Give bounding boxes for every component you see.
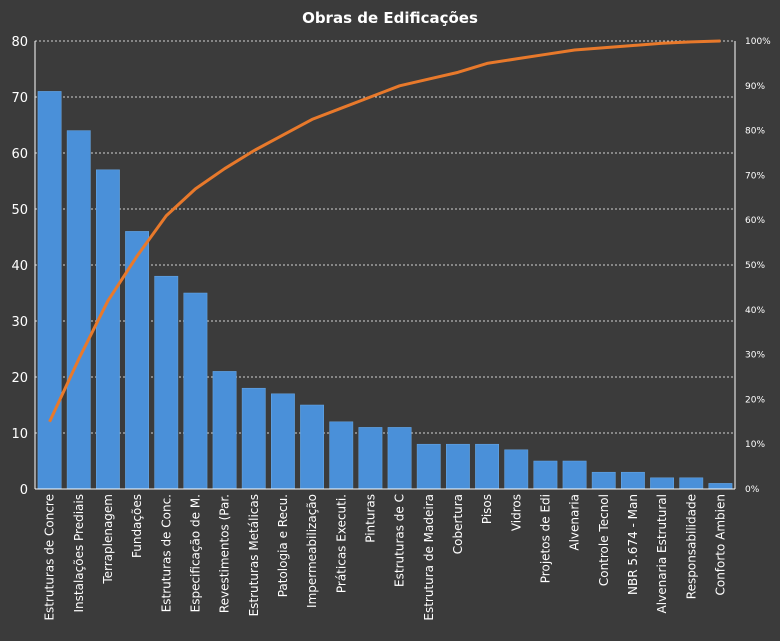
category-label: Estruturas de C — [393, 494, 407, 587]
bar — [66, 130, 91, 490]
bar — [533, 460, 558, 490]
category-label: Impermeabilização — [305, 494, 319, 608]
left-tick-label: 10 — [11, 427, 28, 442]
category-label: Responsabilidade — [684, 494, 698, 599]
right-tick-label: 70% — [745, 171, 765, 181]
right-tick-label: 50% — [745, 261, 765, 271]
cumulative-line-series — [48, 39, 721, 423]
category-label: Estruturas de Conc. — [159, 494, 173, 612]
bar — [591, 471, 616, 490]
left-axis-ticks: 0 10 20 30 40 50 60 70 80 — [11, 35, 28, 498]
bar — [504, 449, 529, 490]
axes — [34, 41, 736, 490]
right-tick-label: 40% — [745, 306, 765, 316]
category-label: Alvenaria — [568, 494, 582, 551]
bar — [679, 477, 704, 490]
bar — [183, 292, 208, 490]
bar — [329, 421, 354, 490]
category-label: Projetos de Edi — [538, 494, 552, 583]
bar — [562, 460, 587, 490]
bar — [96, 169, 120, 490]
bar — [271, 393, 295, 490]
bar — [416, 443, 441, 490]
bar — [475, 443, 499, 490]
category-label: Pinturas — [363, 494, 377, 543]
category-label: Fundações — [130, 494, 144, 558]
bar — [212, 371, 237, 490]
category-label: Instalações Prediais — [72, 494, 86, 613]
right-tick-label: 30% — [745, 351, 765, 361]
right-tick-label: 0% — [745, 485, 760, 495]
right-tick-label: 60% — [745, 216, 765, 226]
bar — [621, 471, 645, 490]
category-label: Cobertura — [451, 494, 465, 554]
category-label: Práticas Executi. — [334, 494, 348, 593]
left-tick-label: 70 — [11, 91, 28, 106]
category-label: Estrutura de Madeira — [422, 494, 436, 621]
bar — [154, 275, 179, 490]
category-label: Vidros — [509, 494, 523, 531]
right-tick-label: 100% — [745, 37, 771, 47]
bar — [387, 427, 412, 490]
category-label: Estruturas de Concre — [43, 494, 57, 621]
right-tick-label: 90% — [745, 82, 765, 92]
category-label: Conforto Ambien — [713, 494, 727, 596]
left-tick-label: 0 — [20, 483, 28, 498]
bar — [241, 387, 266, 490]
chart-title: Obras de Edificações — [302, 9, 478, 27]
right-axis-ticks: 0% 10% 20% 30% 40% 50% 60% 70% 80% 90% 100% — [745, 37, 771, 495]
left-tick-label: 80 — [11, 35, 28, 50]
bar — [358, 427, 383, 490]
right-tick-label: 20% — [745, 395, 765, 405]
left-tick-label: 20 — [11, 371, 28, 386]
category-label: Especificação de M. — [188, 494, 202, 612]
gridlines — [35, 40, 735, 434]
category-label: Alvenaria Estrutural — [655, 494, 669, 613]
category-label: Terraplenagem — [101, 494, 115, 585]
left-tick-label: 40 — [11, 259, 28, 274]
category-label: Patologia e Recu. — [276, 494, 290, 597]
left-tick-label: 50 — [11, 203, 28, 218]
bar — [446, 443, 470, 490]
left-tick-label: 30 — [11, 315, 28, 330]
category-label: NBR 5.674 - Man — [626, 494, 640, 595]
cumulative-line — [48, 39, 721, 423]
bar — [37, 91, 62, 490]
right-tick-label: 10% — [745, 440, 765, 450]
bar-series — [37, 91, 733, 490]
category-label: Estruturas Metálicas — [247, 494, 261, 616]
bar — [650, 477, 675, 490]
bar — [300, 404, 324, 490]
category-label: Pisos — [480, 494, 494, 524]
left-tick-label: 60 — [11, 147, 28, 162]
right-tick-label: 80% — [745, 127, 765, 137]
bar — [708, 483, 733, 490]
category-labels: Estruturas de Concre Instalações Prediais… — [43, 494, 728, 621]
category-label: Controle Tecnol — [597, 494, 611, 586]
category-label: Revestimentos (Par. — [218, 494, 232, 613]
